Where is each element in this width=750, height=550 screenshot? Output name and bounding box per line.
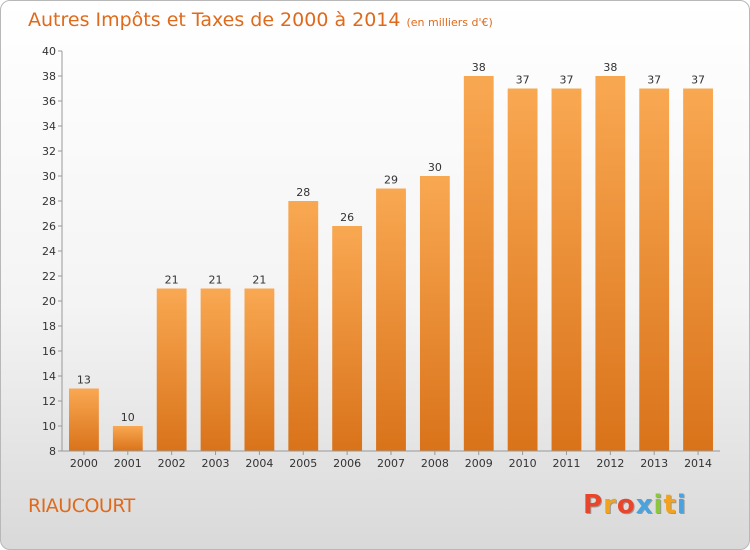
value-label-2006: 26 <box>340 211 354 224</box>
value-label-2000: 13 <box>77 374 91 387</box>
title-unit: (en milliers d'€) <box>406 16 493 29</box>
y-tick-label: 14 <box>42 370 56 383</box>
logo-letter: i <box>653 490 664 520</box>
x-tick-label-2011: 2011 <box>552 457 580 470</box>
x-tick-label-2008: 2008 <box>421 457 449 470</box>
x-tick-label-2014: 2014 <box>684 457 712 470</box>
x-tick-label-2012: 2012 <box>596 457 624 470</box>
y-tick-label: 22 <box>42 270 56 283</box>
title-main: Autres Impôts et Taxes de 2000 à 2014 <box>28 9 401 31</box>
y-tick-label: 40 <box>42 45 56 58</box>
bar-2000 <box>69 388 99 451</box>
bar-2001 <box>112 426 143 451</box>
bar-2004 <box>244 288 275 451</box>
logo-letter: t <box>663 490 677 520</box>
bar-2013 <box>639 88 670 451</box>
value-label-2007: 29 <box>384 174 398 187</box>
commune-name: RIAUCOURT <box>28 495 135 517</box>
x-tick-label-2013: 2013 <box>640 457 668 470</box>
bar-2003 <box>200 288 231 451</box>
value-label-2014: 37 <box>691 74 705 87</box>
bar-2011 <box>551 88 582 451</box>
x-tick-label-2010: 2010 <box>509 457 537 470</box>
value-label-2012: 38 <box>603 61 617 74</box>
y-tick-label: 30 <box>42 170 56 183</box>
x-axis: 2000 2001 2002 2003 2004 2005 2006 2007 2008 2009… <box>62 450 720 470</box>
y-tick-label: 32 <box>42 145 56 158</box>
logo-letter: x <box>635 490 654 520</box>
x-tick-label-2000: 2000 <box>70 457 98 470</box>
x-tick-label-2007: 2007 <box>377 457 405 470</box>
bar-2009 <box>463 76 494 451</box>
value-label-2002: 21 <box>165 274 179 287</box>
logo-letter: P <box>583 490 604 520</box>
y-tick-label: 26 <box>42 220 56 233</box>
bars: 13 10 21 21 21 28 26 29 30 38 37 37 38 37 37 <box>69 61 713 451</box>
y-axis: 8 10 12 14 16 18 20 22 24 26 28 30 32 34 36 38 40 <box>42 45 63 458</box>
y-tick-label: 28 <box>42 195 56 208</box>
value-label-2005: 28 <box>296 186 310 199</box>
y-tick-label: 24 <box>42 245 56 258</box>
value-label-2004: 21 <box>252 274 266 287</box>
bar-2007 <box>376 188 406 451</box>
bar-2010 <box>507 88 538 451</box>
value-label-2013: 37 <box>647 74 661 87</box>
value-label-2003: 21 <box>209 274 223 287</box>
x-tick-label-2006: 2006 <box>333 457 361 470</box>
logo-letter: i <box>676 490 687 520</box>
y-tick-label: 20 <box>42 295 56 308</box>
value-label-2001: 10 <box>121 411 135 424</box>
logo-letter: o <box>616 490 636 520</box>
x-tick-label-2004: 2004 <box>245 457 273 470</box>
bar-2012 <box>595 76 626 451</box>
y-tick-label: 18 <box>42 320 56 333</box>
bar-2014 <box>683 88 713 451</box>
x-tick-label-2005: 2005 <box>289 457 317 470</box>
y-tick-label: 38 <box>42 70 56 83</box>
logo-letter: r <box>603 490 617 520</box>
value-label-2009: 38 <box>472 61 486 74</box>
bar-2002 <box>156 288 187 451</box>
value-label-2011: 37 <box>559 74 573 87</box>
value-label-2010: 37 <box>516 74 530 87</box>
value-label-2008: 30 <box>428 161 442 174</box>
chart-title: Autres Impôts et Taxes de 2000 à 2014 (en… <box>28 9 493 31</box>
proxiti-logo[interactable]: Proxiti <box>583 490 687 520</box>
x-tick-label-2009: 2009 <box>465 457 493 470</box>
bar-2008 <box>419 176 450 451</box>
y-tick-label: 36 <box>42 95 56 108</box>
y-tick-label: 12 <box>42 395 56 408</box>
bar-2006 <box>332 226 363 451</box>
x-tick-label-2002: 2002 <box>158 457 186 470</box>
x-tick-label-2001: 2001 <box>114 457 142 470</box>
y-tick-label: 8 <box>49 445 56 458</box>
y-tick-label: 34 <box>42 120 56 133</box>
x-tick-label-2003: 2003 <box>202 457 230 470</box>
y-tick-label: 16 <box>42 345 56 358</box>
bar-2005 <box>288 201 319 451</box>
y-tick-label: 10 <box>42 420 56 433</box>
